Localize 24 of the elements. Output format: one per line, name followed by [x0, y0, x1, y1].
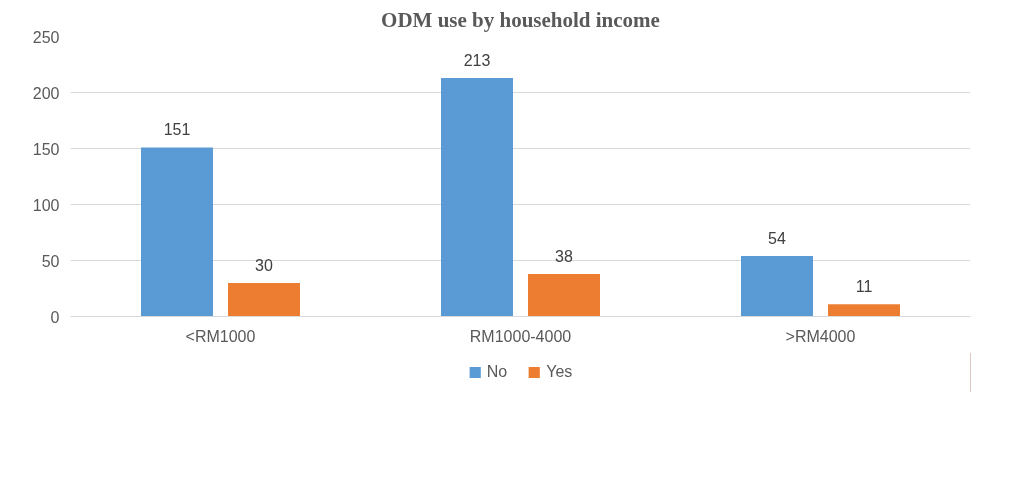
data-label: 213: [463, 51, 491, 69]
y-tick-label: 250: [32, 28, 60, 46]
data-label: 54: [768, 230, 786, 248]
y-tick-label: 200: [32, 84, 60, 102]
bar: [141, 147, 213, 317]
bar: [828, 304, 900, 317]
y-tick-label: 0: [50, 308, 60, 326]
bar: [741, 256, 813, 317]
bar: [228, 282, 300, 317]
legend-label: No: [486, 363, 508, 381]
y-tick-label: 50: [41, 252, 60, 270]
bar: [528, 273, 600, 317]
bar: [441, 77, 513, 317]
x-tick-label: RM1000-4000: [469, 327, 572, 345]
data-label: 30: [255, 256, 273, 274]
chart-title: ODM use by household income: [381, 7, 660, 32]
legend-label: Yes: [546, 363, 573, 381]
data-label: 38: [555, 247, 573, 265]
data-label: 151: [163, 121, 191, 139]
data-label: 11: [855, 278, 873, 296]
x-tick-label: >RM4000: [785, 327, 856, 345]
y-tick-label: 150: [32, 140, 60, 158]
x-tick-label: <RM1000: [185, 327, 256, 345]
y-tick-label: 100: [32, 196, 60, 214]
